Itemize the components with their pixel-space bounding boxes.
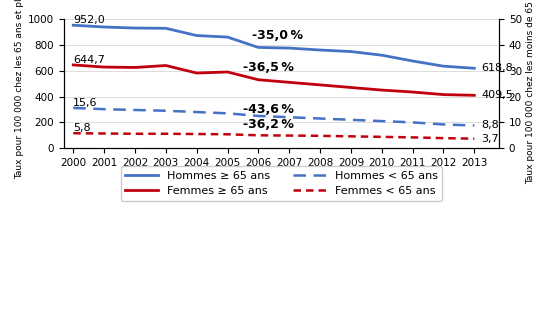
Text: -36,5 %: -36,5 % bbox=[243, 61, 294, 74]
Text: 8,8: 8,8 bbox=[481, 121, 499, 131]
Y-axis label: Taux pour 100 000 chez les 65 ans et plus: Taux pour 100 000 chez les 65 ans et plu… bbox=[15, 0, 24, 179]
Text: 952,0: 952,0 bbox=[73, 15, 105, 25]
Text: 409,5: 409,5 bbox=[481, 90, 513, 100]
Text: -43,6 %: -43,6 % bbox=[243, 103, 294, 116]
Y-axis label: Taux pour 100 000 chez les moins de 65 ans: Taux pour 100 000 chez les moins de 65 a… bbox=[526, 0, 535, 184]
Text: 644,7: 644,7 bbox=[73, 55, 105, 65]
Text: -35,0 %: -35,0 % bbox=[252, 29, 303, 42]
Text: 618,8: 618,8 bbox=[481, 63, 513, 73]
Text: 15,6: 15,6 bbox=[73, 98, 98, 108]
Legend: Hommes ≥ 65 ans, Femmes ≥ 65 ans, Hommes < 65 ans, Femmes < 65 ans: Hommes ≥ 65 ans, Femmes ≥ 65 ans, Hommes… bbox=[120, 166, 442, 201]
Text: -36,2 %: -36,2 % bbox=[243, 118, 294, 131]
Text: 5,8: 5,8 bbox=[73, 123, 91, 133]
Text: 3,7: 3,7 bbox=[481, 134, 499, 144]
